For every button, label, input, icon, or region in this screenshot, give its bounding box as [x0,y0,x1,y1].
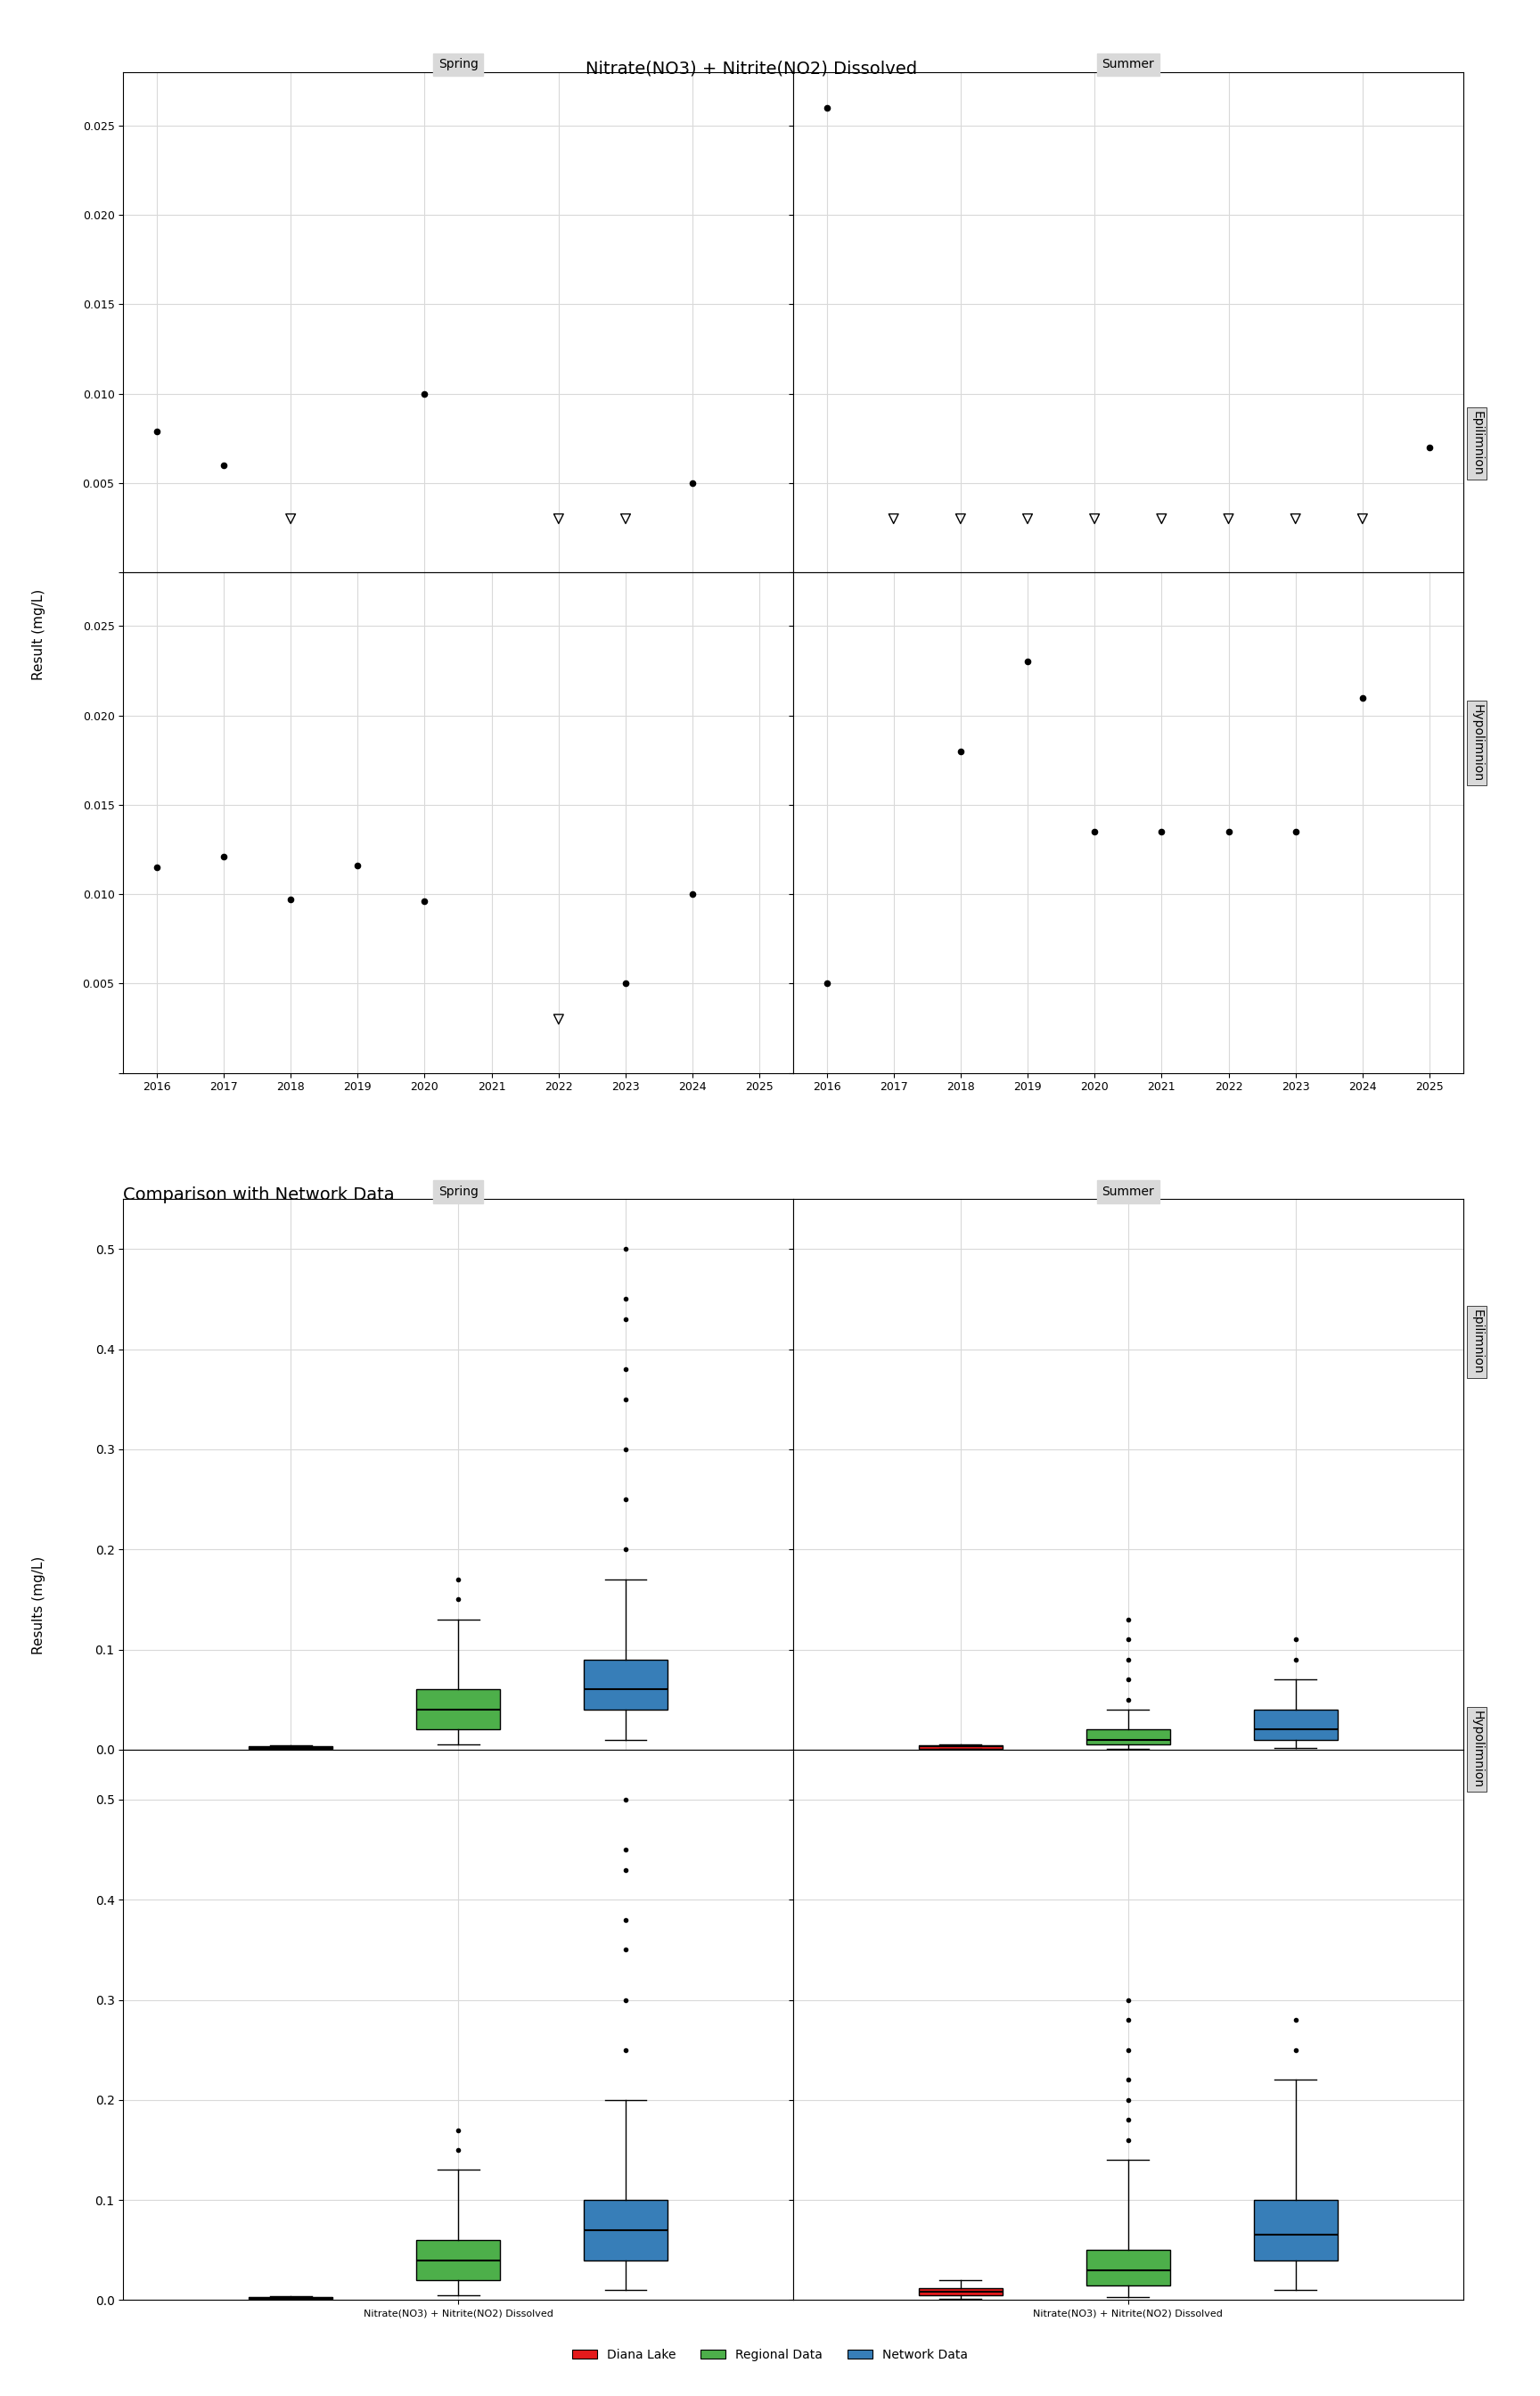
Legend: Diana Lake, Regional Data, Network Data: Diana Lake, Regional Data, Network Data [567,2343,973,2365]
Text: Result (mg/L): Result (mg/L) [32,589,45,680]
Point [1417,429,1441,467]
Text: Epilimnion: Epilimnion [1471,410,1483,477]
PathPatch shape [1254,2200,1337,2259]
PathPatch shape [1086,2250,1170,2286]
Point [1351,678,1375,716]
Point [881,501,906,539]
PathPatch shape [584,2200,667,2259]
Point [145,848,169,887]
Text: Epilimnion: Epilimnion [1471,1308,1483,1375]
Point [681,465,705,503]
Text: Nitrate(NO3) + Nitrite(NO2) Dissolved: Nitrate(NO3) + Nitrite(NO2) Dissolved [585,60,916,77]
Point [1283,501,1307,539]
Title: Spring: Spring [439,1186,477,1198]
Point [279,879,303,918]
PathPatch shape [584,1660,667,1711]
Point [1015,642,1040,680]
Point [815,89,839,127]
Point [547,999,571,1037]
Point [547,501,571,539]
PathPatch shape [919,1747,1003,1749]
Point [681,875,705,913]
Text: Hypolimnion: Hypolimnion [1471,704,1483,781]
Title: Spring: Spring [439,58,477,72]
Point [613,963,638,1002]
Text: Results (mg/L): Results (mg/L) [32,1555,45,1656]
Point [211,446,236,484]
PathPatch shape [1086,1730,1170,1744]
Point [613,501,638,539]
Title: Summer: Summer [1103,58,1153,72]
Point [815,963,839,1002]
Point [1083,501,1107,539]
PathPatch shape [1254,1711,1337,1739]
Text: Hypolimnion: Hypolimnion [1471,1711,1483,1787]
PathPatch shape [919,2288,1003,2295]
Point [413,374,437,412]
PathPatch shape [416,2240,501,2281]
Point [1217,501,1241,539]
Point [1083,812,1107,851]
Point [1015,501,1040,539]
Point [145,412,169,450]
Point [1217,812,1241,851]
Point [1283,812,1307,851]
Point [1351,501,1375,539]
PathPatch shape [416,1689,501,1730]
Point [949,501,973,539]
Point [211,839,236,877]
Point [949,733,973,772]
Point [279,501,303,539]
Point [1149,501,1173,539]
Text: Comparison with Network Data: Comparison with Network Data [123,1186,394,1203]
Point [1149,812,1173,851]
Point [413,882,437,920]
Title: Summer: Summer [1103,1186,1153,1198]
Point [345,846,370,884]
